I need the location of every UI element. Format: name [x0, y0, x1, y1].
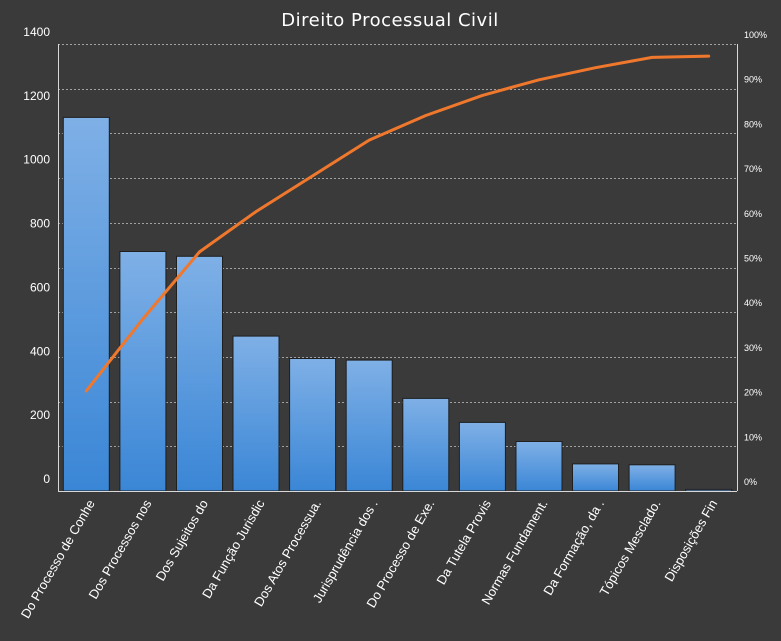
y-tick-label: 200	[30, 408, 50, 422]
right-axis-ticks: 0% 10% 20% 30% 40% 50% 60% 70% 80% 90% 100%	[744, 30, 767, 487]
category-label: Do Processo de Conhe	[18, 497, 98, 621]
bar	[515, 441, 563, 492]
bar	[402, 397, 450, 492]
category-label: Dos Sujeitos do	[153, 497, 212, 583]
y2-tick-label: 10%	[744, 432, 762, 442]
cumulative-line	[84, 54, 711, 393]
left-axis-ticks: 0 200 400 600 800 1000 1200 1400	[23, 25, 50, 486]
category-label: Da Formação, da .	[540, 497, 607, 598]
y-tick-label: 0	[43, 472, 50, 486]
chart-title: Direito Processual Civil	[281, 10, 498, 31]
category-label: Da Tutela Provis	[433, 497, 494, 588]
y-tick-label: 800	[30, 217, 50, 231]
y2-tick-label: 0%	[744, 477, 757, 487]
bar	[289, 358, 337, 492]
y2-tick-label: 20%	[744, 388, 762, 398]
bar	[62, 116, 110, 492]
y2-tick-label: 60%	[744, 209, 762, 219]
category-label: Dos Processos nos	[86, 497, 155, 602]
cumulative-line-layer	[84, 54, 711, 393]
bar	[232, 335, 280, 492]
y2-tick-label: 40%	[744, 298, 762, 308]
bar	[628, 464, 676, 492]
y2-tick-label: 30%	[744, 343, 762, 353]
bars	[62, 116, 733, 492]
y2-tick-label: 70%	[744, 164, 762, 174]
y-tick-label: 1200	[23, 89, 50, 103]
y2-tick-label: 90%	[744, 75, 762, 85]
axes	[58, 44, 738, 492]
category-label: Da Função Jurisdic	[199, 497, 268, 601]
category-label: Jurisprudência dos .	[310, 497, 381, 605]
bar	[685, 488, 733, 492]
y-tick-label: 1400	[23, 25, 50, 39]
y2-tick-label: 80%	[744, 119, 762, 129]
y-tick-label: 400	[30, 344, 50, 358]
category-label: Disposições Fin	[661, 497, 720, 584]
y2-tick-label: 50%	[744, 254, 762, 264]
gridlines	[58, 44, 737, 447]
y-tick-label: 1000	[23, 153, 50, 167]
category-label: Tópicos Mesclado.	[597, 497, 664, 598]
bar	[119, 251, 167, 492]
bar	[458, 421, 506, 492]
y2-tick-label: 100%	[744, 30, 767, 40]
y-tick-label: 600	[30, 280, 50, 294]
bar	[572, 463, 619, 492]
bar	[176, 255, 223, 492]
bar	[345, 359, 393, 492]
